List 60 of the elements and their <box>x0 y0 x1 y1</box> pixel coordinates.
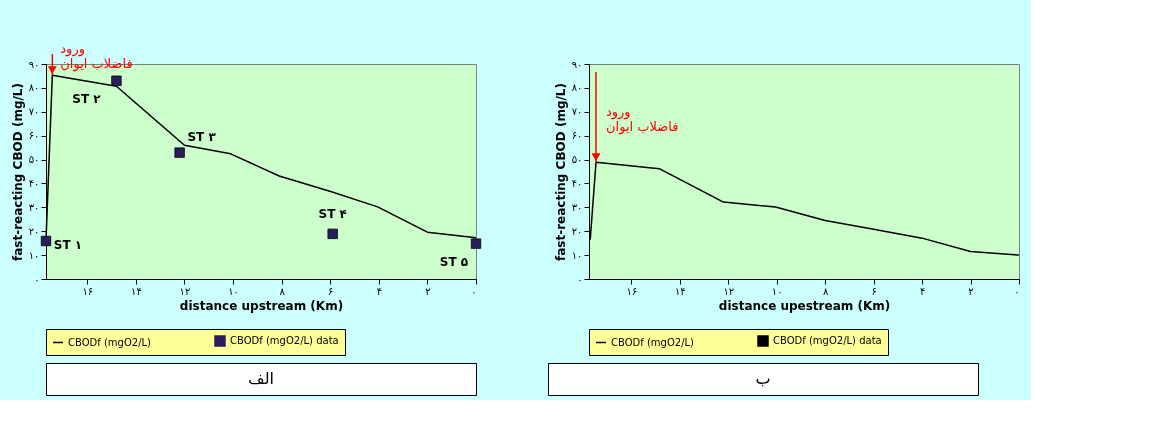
annotation: ورود فاضلاب ایوان <box>60 41 133 73</box>
x-tick-label: ۶ <box>871 285 877 297</box>
point <box>470 238 482 249</box>
y-tick-label: ۷۰ <box>28 106 40 118</box>
point <box>327 228 338 239</box>
y-tick-label: ۲۰ <box>571 225 583 237</box>
x-tick-label: ۱۲ <box>179 285 191 297</box>
y-tick-label: ۴۰ <box>571 177 583 189</box>
x-axis-title: distance upestream (Km) <box>718 298 891 313</box>
x-tick-label: ۱۰ <box>771 285 783 297</box>
y-axis-title: fast-reacting CBOD (mg/L) <box>553 83 568 261</box>
x-tick-label: ۶ <box>328 285 334 297</box>
point <box>174 147 185 158</box>
y-tick-label: ۵۰ <box>571 154 583 166</box>
y-tick-label: ۰ <box>34 273 40 285</box>
x-tick-label: ۱۰ <box>228 285 239 297</box>
x-tick-label: ۰ <box>471 285 477 297</box>
y-tick-label: ۲۰ <box>28 225 40 237</box>
y-tick-label: ۰ <box>577 273 583 285</box>
y-tick-label: ۱۰ <box>28 249 40 261</box>
legend-label: CBODf (mgO2/L) data <box>230 335 339 346</box>
x-axis-title: distance upstream (Km) <box>179 298 344 313</box>
y-tick-label: ۹۰ <box>571 58 583 70</box>
text: الف <box>248 369 274 388</box>
x-tick-label: ۸ <box>279 285 286 297</box>
y-tick-label: ۳۰ <box>571 201 583 213</box>
data-label: ST ۵ <box>439 254 469 269</box>
x-tick-label: ۴ <box>376 285 383 297</box>
legend-label: CBODf (mgO2/L) <box>68 336 152 348</box>
annotation: ورود فاضلاب ایوان <box>606 104 679 136</box>
x-tick-label: ۸ <box>823 285 830 297</box>
x-tick-label: ۲ <box>425 285 431 297</box>
y-tick-label: ۸۰ <box>571 82 583 94</box>
data-label: ST ۴ <box>318 206 347 221</box>
x-tick-label: ۱۶ <box>626 285 638 297</box>
x-tick-label: ۱۴ <box>674 285 686 297</box>
data-label: ST ۳ <box>187 129 217 144</box>
point <box>111 75 122 86</box>
y-tick-label: ۷۰ <box>571 106 583 118</box>
data-label: ST ۲ <box>72 91 102 106</box>
y-tick-label: ۹۰ <box>28 58 40 70</box>
legend-label: CBODf (mgO2/L) <box>611 336 695 348</box>
x-tick-label: ۰ <box>1014 285 1020 297</box>
x-tick-label: ۲ <box>968 285 974 297</box>
y-tick-label: ۸۰ <box>28 82 40 94</box>
y-tick-label: ۶۰ <box>28 130 40 142</box>
legend-label: CBODf (mgO2/L) data <box>773 335 882 346</box>
x-tick-label: ۱۶ <box>82 285 94 297</box>
x-tick-label: ۴ <box>919 285 926 297</box>
y-tick-label: ۴۰ <box>28 177 40 189</box>
y-axis-title: fast-reacting CBOD (mg/L) <box>10 83 25 261</box>
y-tick-label: ۵۰ <box>28 154 40 166</box>
y-tick-label: ۱۰ <box>571 249 583 261</box>
x-tick-label: ۱۴ <box>131 285 142 297</box>
y-tick-label: ۳۰ <box>28 201 40 213</box>
y-tick-label: ۶۰ <box>571 130 583 142</box>
x-tick-label: ۱۲ <box>723 285 735 297</box>
data-label: ST ۱ <box>53 238 83 253</box>
point <box>40 235 52 247</box>
text: ب <box>755 369 771 388</box>
